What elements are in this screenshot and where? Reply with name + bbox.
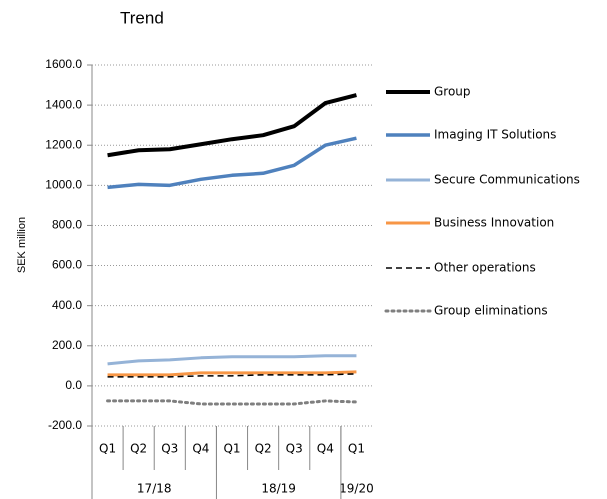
group-label: 18/19 [261, 482, 296, 496]
x-tick-label: Q2 [255, 442, 272, 456]
y-axis-label: SEK million [16, 217, 28, 273]
legend-label: Group eliminations [434, 304, 548, 318]
y-tick-label: 1000.0 [45, 178, 82, 192]
legend-label: Other operations [434, 261, 536, 275]
y-tick-label: 1600.0 [45, 57, 82, 71]
group-label: 19/20 [339, 482, 374, 496]
series-line [107, 136, 357, 190]
x-tick-label: Q3 [161, 442, 178, 456]
series-line [107, 373, 357, 378]
legend-label: Imaging IT Solutions [434, 128, 556, 142]
y-tick-label: 1400.0 [45, 97, 82, 111]
x-tick-label: Q1 [223, 442, 240, 456]
series-line [106, 399, 358, 406]
x-tick-label: Q4 [317, 442, 334, 456]
y-tick-label: 1200.0 [45, 137, 82, 151]
series-line [107, 370, 357, 377]
x-tick-label: Q1 [99, 442, 116, 456]
y-tick-label: 200.0 [52, 338, 82, 352]
series-line [107, 93, 357, 158]
x-tick-label: Q2 [130, 442, 147, 456]
x-tick-label: Q1 [348, 442, 365, 456]
chart-title: Trend [120, 8, 164, 27]
series-line [107, 354, 357, 366]
legend-label: Group [434, 85, 471, 99]
x-tick-label: Q3 [286, 442, 303, 456]
y-tick-label: -200.0 [48, 418, 82, 432]
y-tick-label: 400.0 [52, 298, 82, 312]
legend-label: Secure Communications [434, 173, 580, 187]
y-tick-label: 0.0 [65, 378, 82, 392]
legend-label: Business Innovation [434, 216, 554, 230]
y-tick-label: 600.0 [52, 258, 82, 272]
y-tick-label: 800.0 [52, 218, 82, 232]
group-label: 17/18 [137, 482, 172, 496]
x-tick-label: Q4 [192, 442, 209, 456]
